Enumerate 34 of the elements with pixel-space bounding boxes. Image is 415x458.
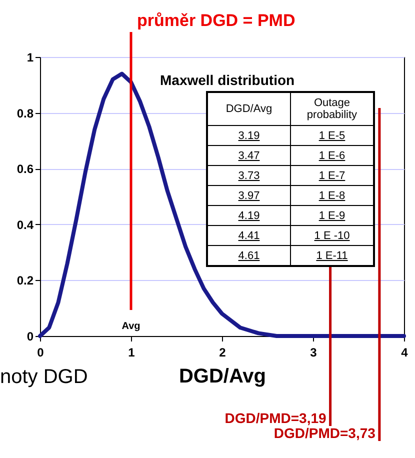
annotation: Avg (122, 321, 140, 332)
y-tick-label: 1 (26, 50, 34, 64)
annotation: 4.19 (207, 206, 290, 226)
x-tick-label: 3 (310, 346, 318, 360)
text: Maxwell distribution (160, 72, 296, 88)
annotation: 3.97 (207, 186, 290, 206)
y-tick-label: 0.4 (16, 218, 34, 232)
ref-line-label: DGD/PMD=3,73 (274, 425, 376, 441)
y-tick-label: 0 (26, 330, 34, 344)
annotation: 1 E-7 (290, 166, 374, 186)
annotation: 4.61 (207, 246, 290, 266)
text: noty DGD (0, 366, 88, 389)
y-tick-label: 0.2 (16, 274, 34, 288)
x-tick-label: 4 (401, 346, 408, 360)
annotation: 1 E -10 (290, 226, 374, 246)
annotation: 4.41 (207, 226, 290, 246)
annotation: 3.73 (207, 166, 290, 186)
annotation: 3.47 (207, 146, 290, 166)
x-tick-label: 0 (37, 346, 44, 360)
annotation: 1 E-9 (290, 206, 374, 226)
annotation: 1 E-11 (290, 246, 374, 266)
ref-line-label: DGD/PMD=3,19 (224, 410, 326, 426)
annotation: 1 E-8 (290, 186, 374, 206)
annotation: 3.19 (207, 126, 290, 146)
annotation: Outage probability (290, 92, 374, 126)
y-tick-label: 0.6 (16, 162, 34, 176)
x-axis-title: DGD/Avg (178, 366, 266, 388)
annotation: 1 E-5 (290, 126, 374, 146)
annotation: 1 E-6 (290, 146, 374, 166)
y-tick-label: 0.8 (16, 106, 34, 120)
ref-line-label: průměr DGD = PMD (137, 11, 296, 30)
x-tick-label: 1 (128, 346, 136, 360)
x-tick-label: 2 (219, 346, 226, 360)
annotation: DGD/Avg (207, 92, 290, 126)
